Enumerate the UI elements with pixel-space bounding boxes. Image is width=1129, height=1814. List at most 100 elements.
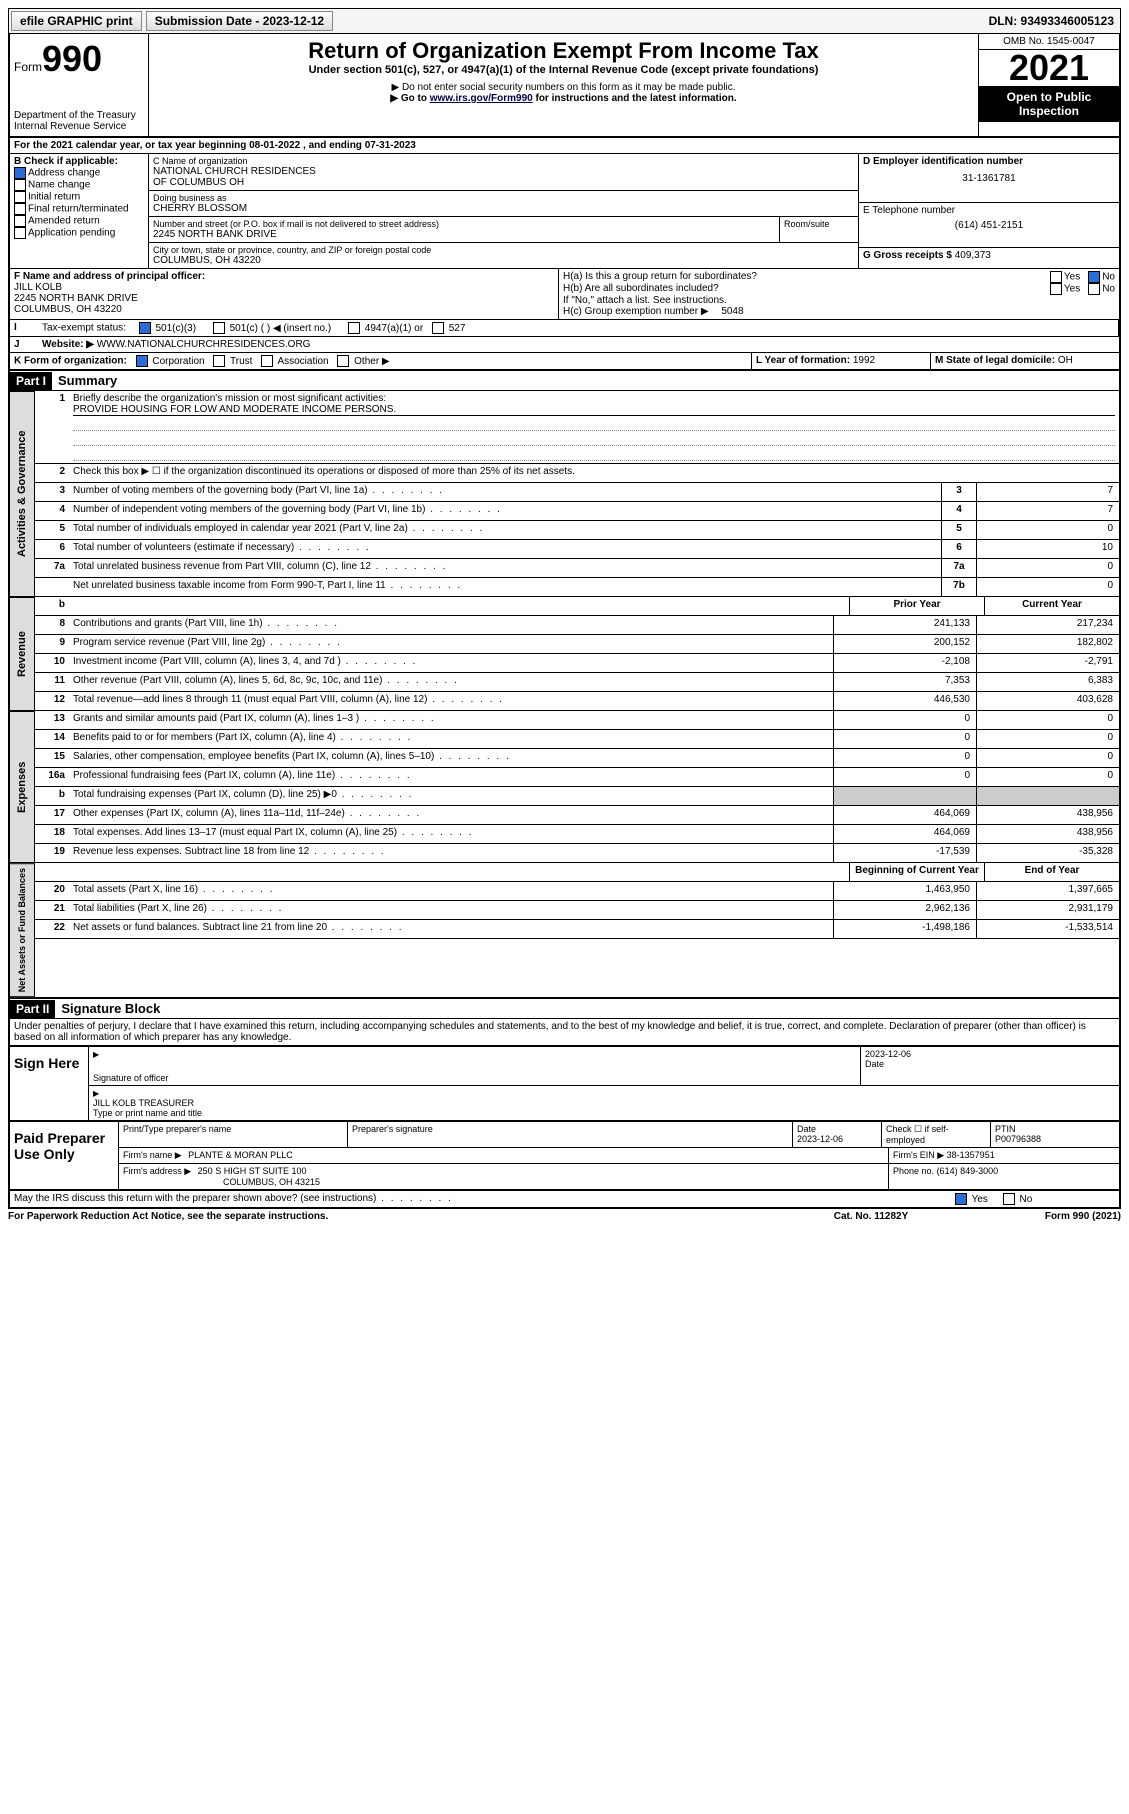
cb-pending[interactable]: Application pending bbox=[14, 227, 144, 239]
rev-head-b: b bbox=[35, 597, 69, 615]
rev-current: 182,802 bbox=[976, 635, 1119, 653]
gov-val: 10 bbox=[976, 540, 1119, 558]
net-line-22: 22 Net assets or fund balances. Subtract… bbox=[35, 920, 1119, 939]
k-trust[interactable]: Trust bbox=[213, 356, 252, 367]
l2-num: 2 bbox=[35, 464, 69, 482]
gov-line-4: 4 Number of independent voting members o… bbox=[35, 502, 1119, 521]
header-left: Form990 Department of the Treasury Inter… bbox=[10, 34, 149, 136]
exp-label: Total expenses. Add lines 13–17 (must eq… bbox=[69, 825, 833, 843]
rev-line-11: 11 Other revenue (Part VIII, column (A),… bbox=[35, 673, 1119, 692]
l1-label: Briefly describe the organization's miss… bbox=[73, 393, 1115, 404]
box-c-city: City or town, state or province, country… bbox=[149, 243, 858, 268]
box-l: L Year of formation: 1992 bbox=[752, 353, 931, 369]
net-line-20: 20 Total assets (Part X, line 16) 1,463,… bbox=[35, 882, 1119, 901]
box-f: F Name and address of principal officer:… bbox=[10, 269, 559, 319]
may-no[interactable]: No bbox=[1003, 1194, 1033, 1205]
exp-prior: -17,539 bbox=[833, 844, 976, 862]
prep-sig-label: Preparer's signature bbox=[348, 1122, 793, 1147]
cb-label-1: Name change bbox=[28, 180, 90, 191]
line-a: For the 2021 calendar year, or tax year … bbox=[8, 138, 1121, 154]
gov-box: 7b bbox=[941, 578, 976, 596]
exp-line-18: 18 Total expenses. Add lines 13–17 (must… bbox=[35, 825, 1119, 844]
exp-current: -35,328 bbox=[976, 844, 1119, 862]
gov-box: 3 bbox=[941, 483, 976, 501]
cb-final[interactable]: Final return/terminated bbox=[14, 203, 144, 215]
may-yes[interactable]: Yes bbox=[955, 1194, 988, 1205]
ha-no[interactable]: No bbox=[1088, 271, 1115, 283]
sign-here-block: Sign Here Signature of officer 2023-12-0… bbox=[8, 1046, 1121, 1122]
box-b: B Check if applicable: Address change Na… bbox=[10, 154, 149, 268]
i-501c[interactable]: 501(c) ( ) ◀ (insert no.) bbox=[213, 323, 331, 334]
cb-address[interactable]: Address change bbox=[14, 167, 144, 179]
k-other[interactable]: Other ▶ bbox=[337, 356, 389, 367]
cb-label-0: Address change bbox=[28, 168, 100, 179]
sig-date-label: Date bbox=[865, 1059, 1115, 1069]
net-begin: -1,498,186 bbox=[833, 920, 976, 938]
i-527[interactable]: 527 bbox=[432, 323, 465, 334]
gov-val: 0 bbox=[976, 578, 1119, 596]
footer-mid: Cat. No. 11282Y bbox=[771, 1211, 971, 1222]
exp-label: Benefits paid to or for members (Part IX… bbox=[69, 730, 833, 748]
header-mid: Return of Organization Exempt From Incom… bbox=[149, 34, 978, 136]
submission-date-button[interactable]: Submission Date - 2023-12-12 bbox=[146, 11, 333, 31]
addr-value: 2245 NORTH BANK DRIVE bbox=[153, 229, 775, 240]
gov-val: 7 bbox=[976, 502, 1119, 520]
exp-line-14: 14 Benefits paid to or for members (Part… bbox=[35, 730, 1119, 749]
i-opt-2: 4947(a)(1) or bbox=[365, 323, 423, 334]
city-label: City or town, state or province, country… bbox=[153, 245, 854, 255]
box-c-addr: Number and street (or P.O. box if mail i… bbox=[149, 217, 858, 243]
part1-header-row: Part I Summary bbox=[8, 371, 1121, 391]
may-irs-answers: Yes No bbox=[951, 1191, 1119, 1207]
gov-label: Total unrelated business revenue from Pa… bbox=[69, 559, 941, 577]
k-corp[interactable]: Corporation bbox=[136, 356, 205, 367]
ha-yes[interactable]: Yes bbox=[1050, 271, 1080, 283]
gov-line-7a: 7a Total unrelated business revenue from… bbox=[35, 559, 1119, 578]
i-501c3[interactable]: 501(c)(3) bbox=[139, 323, 196, 334]
exp-num: 17 bbox=[35, 806, 69, 824]
d-label: D Employer identification number bbox=[863, 156, 1115, 167]
box-h: H(a) Is this a group return for subordin… bbox=[559, 269, 1119, 319]
page-footer: For Paperwork Reduction Act Notice, see … bbox=[8, 1209, 1121, 1222]
f-city: COLUMBUS, OH 43220 bbox=[14, 304, 554, 315]
exp-current: 0 bbox=[976, 749, 1119, 767]
rev-current: 403,628 bbox=[976, 692, 1119, 710]
j-letter: J bbox=[10, 337, 38, 352]
rev-line-10: 10 Investment income (Part VIII, column … bbox=[35, 654, 1119, 673]
exp-num: 18 bbox=[35, 825, 69, 843]
form-990: 990 bbox=[42, 38, 102, 79]
rev-prior: -2,108 bbox=[833, 654, 976, 672]
cb-amended[interactable]: Amended return bbox=[14, 215, 144, 227]
firm-name: PLANTE & MORAN PLLC bbox=[188, 1150, 293, 1160]
firm-name-cell: Firm's name ▶ PLANTE & MORAN PLLC bbox=[119, 1148, 889, 1163]
box-b-label: B Check if applicable: bbox=[14, 156, 144, 167]
governance-section: Activities & Governance 1 Briefly descri… bbox=[8, 391, 1121, 597]
exp-label: Revenue less expenses. Subtract line 18 … bbox=[69, 844, 833, 862]
i-4947[interactable]: 4947(a)(1) or bbox=[348, 323, 423, 334]
section-fh: F Name and address of principal officer:… bbox=[8, 269, 1121, 320]
ha-no-label: No bbox=[1102, 272, 1115, 283]
part2-badge: Part II bbox=[10, 1000, 55, 1018]
exp-current: 0 bbox=[976, 768, 1119, 786]
net-head-blank1 bbox=[35, 863, 69, 881]
sig-name-cell: JILL KOLB TREASURER Type or print name a… bbox=[89, 1086, 1119, 1120]
cb-initial[interactable]: Initial return bbox=[14, 191, 144, 203]
e-label: E Telephone number bbox=[863, 205, 1115, 216]
k-assoc[interactable]: Association bbox=[261, 356, 328, 367]
hb-no[interactable]: No bbox=[1088, 283, 1115, 295]
form-subtitle: Under section 501(c), 527, or 4947(a)(1)… bbox=[153, 64, 974, 76]
sig-officer-label: Signature of officer bbox=[93, 1073, 856, 1083]
efile-button[interactable]: efile GRAPHIC print bbox=[11, 11, 142, 31]
hc-value: 5048 bbox=[721, 306, 743, 317]
section-bcdeg: B Check if applicable: Address change Na… bbox=[8, 154, 1121, 269]
irs-link[interactable]: www.irs.gov/Form990 bbox=[430, 93, 533, 104]
k-opt-3: Other ▶ bbox=[354, 356, 389, 367]
cb-label-4: Amended return bbox=[28, 216, 100, 227]
cb-name[interactable]: Name change bbox=[14, 179, 144, 191]
exp-current: 438,956 bbox=[976, 806, 1119, 824]
net-end: -1,533,514 bbox=[976, 920, 1119, 938]
hb-yes[interactable]: Yes bbox=[1050, 283, 1080, 295]
exp-prior: 0 bbox=[833, 711, 976, 729]
gov-val: 0 bbox=[976, 559, 1119, 577]
prep-date: 2023-12-06 bbox=[797, 1134, 877, 1144]
ha-row: H(a) Is this a group return for subordin… bbox=[563, 271, 1115, 283]
